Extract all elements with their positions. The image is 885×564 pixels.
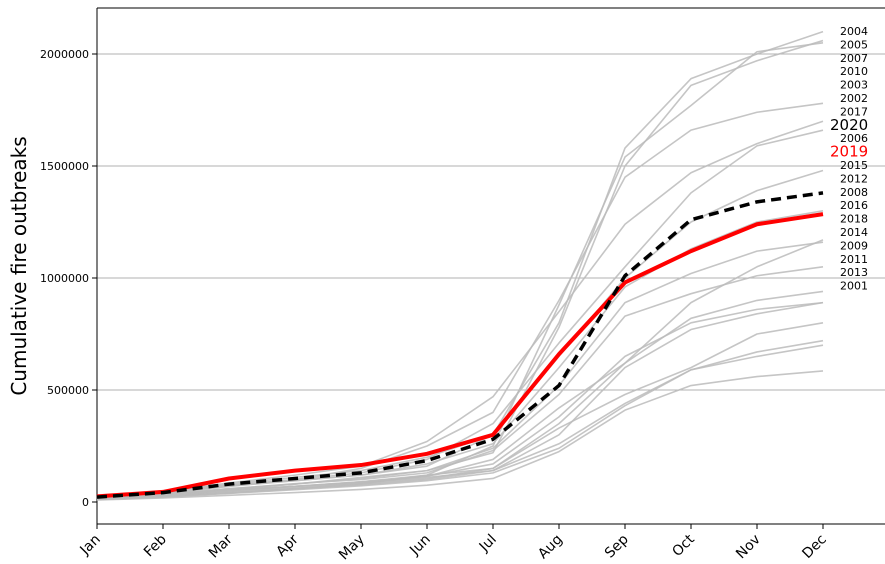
series-label-2011: 2011 xyxy=(840,253,868,266)
series-label-2013: 2013 xyxy=(840,266,868,279)
x-tick-label: Oct xyxy=(669,531,698,560)
x-tick-label: Apr xyxy=(273,531,302,560)
series-label-2009: 2009 xyxy=(840,239,868,252)
series-line-2019 xyxy=(96,212,824,499)
series-label-2003: 2003 xyxy=(840,79,868,92)
x-tick-label: May xyxy=(336,532,368,564)
series-line-2004 xyxy=(96,30,824,499)
x-tick-label: Mar xyxy=(206,531,236,561)
series-label-2004: 2004 xyxy=(840,25,868,38)
series-line-2014 xyxy=(96,301,824,500)
x-tick-label: Jul xyxy=(476,532,500,556)
series-line-2016 xyxy=(96,290,824,500)
series-label-2002: 2002 xyxy=(840,92,868,105)
series-line-2012 xyxy=(96,241,824,500)
x-tick-label: Feb xyxy=(141,531,170,560)
x-tick-label: Aug xyxy=(535,532,566,563)
series-labels: 2004200520072010200320022017202020062019… xyxy=(830,25,868,293)
series-line-2009 xyxy=(96,322,824,501)
series-label-2008: 2008 xyxy=(840,186,868,199)
x-tick-label: Jan xyxy=(77,532,104,559)
y-tick-label: 500000 xyxy=(47,384,89,397)
x-ticks: Jan Feb Mar Apr May Jun Jul Aug Sep Oct Nov Dec xyxy=(77,524,830,563)
series-label-2012: 2012 xyxy=(840,172,868,185)
series-line-2018 xyxy=(96,301,824,500)
series-label-2016: 2016 xyxy=(840,199,868,212)
series-label-2014: 2014 xyxy=(840,226,868,239)
series-line-2001 xyxy=(96,370,824,501)
series-label-2017: 2017 xyxy=(840,105,868,118)
y-tick-label: 1500000 xyxy=(40,160,89,173)
series-label-2015: 2015 xyxy=(840,159,868,172)
x-tick-label: Sep xyxy=(602,531,632,561)
y-tick-label: 2000000 xyxy=(40,48,89,61)
x-tick-label: Nov xyxy=(733,532,764,563)
series-line-2020 xyxy=(96,191,824,499)
series-line-2013 xyxy=(96,344,824,501)
x-tick-label: Dec xyxy=(799,532,829,562)
axes xyxy=(96,7,885,525)
y-tick-label: 1000000 xyxy=(40,272,89,285)
series-label-2019: 2019 xyxy=(830,143,868,161)
series-label-2020: 2020 xyxy=(830,116,868,134)
series-line-2008 xyxy=(96,266,824,500)
series-label-2001: 2001 xyxy=(840,280,868,293)
series-line-2006 xyxy=(96,210,824,499)
series-label-2005: 2005 xyxy=(840,38,868,51)
y-axis-title: Cumulative fire outbreaks xyxy=(7,136,31,395)
y-tick-label: 0 xyxy=(82,496,89,509)
series-line-2017 xyxy=(96,169,824,499)
series-label-2010: 2010 xyxy=(840,65,868,78)
y-ticks: 0 500000 1000000 1500000 2000000 xyxy=(40,48,97,509)
x-tick-label: Jun xyxy=(406,532,433,559)
series-label-2007: 2007 xyxy=(840,52,868,65)
series-label-2018: 2018 xyxy=(840,213,868,226)
background-series xyxy=(96,30,824,501)
series-label-2006: 2006 xyxy=(840,132,868,145)
highlight-series xyxy=(96,191,824,499)
